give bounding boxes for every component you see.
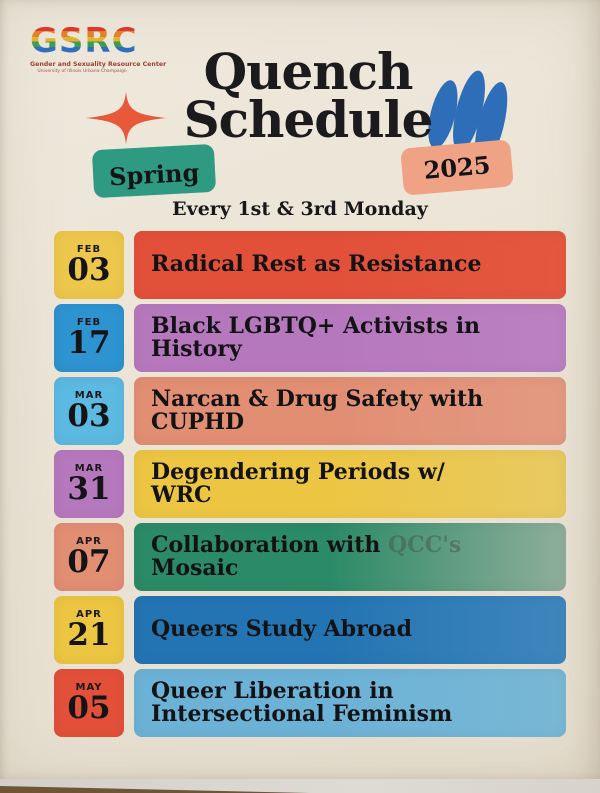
poster-title: Quench Schedule [8, 42, 600, 149]
event-month: APR [76, 536, 102, 547]
poster-title-line2: Schedule [183, 90, 434, 149]
schedule-row: APR 21 Queers Study Abroad [54, 596, 566, 664]
schedule-row: MAY 05 Queer Liberation in Intersectiona… [54, 669, 566, 737]
year-badge: 2025 [400, 139, 514, 196]
event-day: 07 [67, 544, 111, 580]
event-month: MAR [74, 390, 104, 401]
schedule-row: APR 07 Collaboration with QCC's Mosaic [54, 523, 566, 591]
event-date-block: FEB 03 [54, 231, 124, 299]
poster-title-line1: Quench [203, 42, 414, 101]
event-day: 03 [67, 398, 111, 434]
event-month: FEB [76, 317, 102, 328]
event-day: 21 [67, 617, 111, 653]
event-bar: Narcan & Drug Safety with CUPHD [134, 377, 566, 445]
event-title: Black LGBTQ+ Activists in History [151, 312, 481, 362]
event-title: Queers Study Abroad [151, 616, 413, 643]
event-month: MAY [75, 682, 103, 693]
gsrc-logo-acronym: GSRC [30, 24, 180, 58]
schedule-row: FEB 17 Black LGBTQ+ Activists in History [54, 304, 566, 372]
event-bar: Queers Study Abroad [134, 596, 566, 664]
schedule-row: MAR 03 Narcan & Drug Safety with CUPHD [54, 377, 566, 445]
year-badge-label: 2025 [422, 150, 492, 185]
gsrc-logo-affiliation: University of Illinois Urbana-Champaign [37, 69, 127, 75]
event-date-block: FEB 17 [54, 304, 124, 372]
event-date-block: MAR 31 [54, 450, 124, 518]
schedule-row: FEB 03 Radical Rest as Resistance [54, 231, 566, 299]
event-title-faded-part: QCC's [388, 531, 462, 558]
event-bar: Collaboration with QCC's Mosaic [134, 523, 566, 591]
event-day: 05 [67, 690, 111, 726]
season-badge: Spring [91, 143, 217, 199]
event-title: Narcan & Drug Safety with CUPHD [151, 385, 484, 435]
event-month: FEB [76, 244, 102, 255]
event-day: 17 [67, 325, 111, 361]
event-title: Radical Rest as Resistance [151, 251, 482, 278]
event-month: APR [76, 609, 102, 620]
event-date-block: APR 21 [54, 596, 124, 664]
schedule-row: MAR 31 Degendering Periods w/ WRC [54, 450, 566, 518]
gsrc-logo: GSRC Gender and Sexuality Resource Cente… [30, 24, 180, 74]
schedule-tagline: Every 1st & 3rd Monday [172, 198, 428, 220]
season-badge-label: Spring [108, 157, 200, 191]
event-bar: Degendering Periods w/ WRC [134, 450, 566, 518]
event-month: MAR [74, 463, 104, 474]
event-day: 31 [67, 471, 111, 507]
event-bar: Queer Liberation in Intersectional Femin… [134, 669, 566, 737]
event-title: Queer Liberation in Intersectional Femin… [151, 677, 453, 727]
event-bar: Radical Rest as Resistance [134, 231, 566, 299]
event-title: Collaboration with QCC's Mosaic [151, 531, 462, 581]
gsrc-logo-name: Gender and Sexuality Resource Center [30, 60, 167, 68]
event-title: Degendering Periods w/ WRC [151, 458, 445, 508]
event-date-block: APR 07 [54, 523, 124, 591]
schedule-list: FEB 03 Radical Rest as Resistance FEB 17… [54, 231, 566, 742]
event-date-block: MAY 05 [54, 669, 124, 737]
event-day: 03 [67, 252, 111, 288]
sparkle-icon [86, 91, 166, 145]
event-bar: Black LGBTQ+ Activists in History [134, 304, 566, 372]
event-date-block: MAR 03 [54, 377, 124, 445]
photo-surface-corner [0, 786, 310, 793]
